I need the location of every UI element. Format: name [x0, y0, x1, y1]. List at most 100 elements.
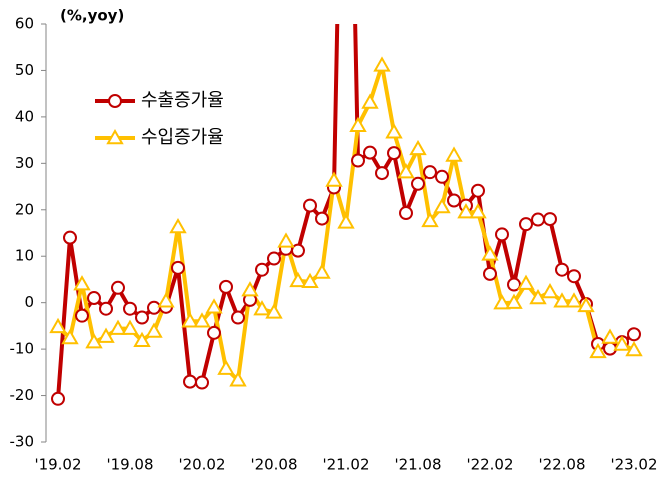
- data-point: [481, 245, 499, 261]
- x-tick-label: '20.08: [250, 456, 297, 474]
- data-point: [303, 198, 317, 213]
- data-point: [421, 211, 439, 228]
- data-point: [375, 166, 389, 181]
- data-point: [73, 275, 91, 291]
- x-tick-label: '21.08: [394, 456, 441, 474]
- y-tick-label: 10: [15, 247, 34, 265]
- data-point: [627, 327, 641, 342]
- data-point: [565, 292, 583, 308]
- data-point: [231, 310, 245, 325]
- data-point: [433, 197, 451, 214]
- data-point: [219, 279, 233, 294]
- data-point: [411, 176, 425, 191]
- x-tick-label: '22.08: [538, 456, 585, 474]
- data-point: [183, 374, 197, 389]
- data-point: [457, 203, 475, 219]
- x-tick-label: '21.02: [322, 456, 369, 474]
- data-point: [577, 296, 595, 313]
- data-point: [49, 317, 67, 334]
- data-point: [87, 291, 101, 306]
- data-point: [181, 312, 199, 328]
- data-point: [613, 335, 631, 351]
- data-point: [195, 375, 209, 390]
- data-point: [409, 139, 427, 156]
- data-point: [471, 183, 485, 198]
- x-tick-label: '20.02: [178, 456, 225, 474]
- data-point: [313, 263, 331, 279]
- data-point: [363, 145, 377, 160]
- data-point: [505, 293, 523, 309]
- y-tick-label: 40: [15, 107, 34, 125]
- data-point: [171, 260, 185, 275]
- data-point: [277, 232, 295, 248]
- data-point: [589, 342, 607, 359]
- data-point: [267, 251, 281, 266]
- data-point: [387, 146, 401, 161]
- data-point: [555, 262, 569, 277]
- data-point: [483, 266, 497, 281]
- marker: [108, 94, 122, 108]
- y-tick-label: -20: [10, 386, 35, 404]
- data-point: [399, 206, 413, 221]
- data-point: [529, 289, 547, 305]
- data-point: [135, 310, 149, 325]
- data-point: [241, 281, 259, 297]
- data-point: [541, 282, 559, 299]
- data-point: [207, 325, 221, 340]
- data-point: [493, 294, 511, 310]
- data-point: [301, 272, 319, 289]
- data-point: [553, 292, 571, 308]
- data-point: [601, 328, 619, 344]
- data-point: [169, 217, 187, 234]
- data-point: [361, 93, 379, 109]
- data-point: [495, 227, 509, 242]
- data-point: [265, 303, 283, 319]
- data-point: [51, 391, 65, 406]
- data-point: [121, 319, 139, 335]
- data-point: [351, 153, 365, 168]
- data-point: [205, 298, 223, 314]
- data-point: [193, 312, 211, 328]
- y-tick-label: 0: [24, 293, 34, 311]
- data-point: [385, 123, 403, 139]
- data-point: [63, 230, 77, 245]
- data-point: [531, 212, 545, 227]
- data-point: [229, 371, 247, 387]
- plot: [49, 24, 643, 406]
- data-point: [435, 169, 449, 184]
- data-point: [337, 213, 355, 229]
- data-point: [145, 322, 163, 338]
- data-point: [111, 280, 125, 295]
- data-point: [517, 274, 535, 290]
- data-point: [519, 217, 533, 232]
- data-point: [349, 116, 367, 132]
- x-tick-label: '22.02: [466, 456, 513, 474]
- y-tick-label: -10: [10, 340, 35, 358]
- data-point: [447, 193, 461, 208]
- data-point: [253, 300, 271, 316]
- legend-label: 수입증가율: [141, 127, 224, 148]
- data-point: [99, 301, 113, 316]
- data-point: [445, 146, 463, 162]
- data-point: [123, 301, 137, 316]
- data-point: [469, 203, 487, 219]
- data-point: [543, 212, 557, 227]
- data-point: [325, 171, 343, 187]
- data-point: [373, 56, 391, 72]
- x-tick-label: '19.02: [34, 456, 81, 474]
- y-tick-label: 30: [15, 154, 34, 172]
- data-point: [97, 327, 115, 343]
- data-point: [397, 163, 415, 179]
- annotation: (%,yoy): [60, 7, 124, 25]
- x-tick-label: '19.08: [106, 456, 153, 474]
- data-point: [109, 319, 127, 335]
- data-point: [291, 243, 305, 258]
- data-point: [507, 277, 521, 292]
- data-point: [567, 269, 581, 284]
- data-point: [133, 331, 151, 348]
- y-tick-label: 20: [15, 200, 34, 218]
- data-point: [423, 165, 437, 180]
- data-point: [603, 341, 617, 356]
- marker: [106, 128, 124, 145]
- data-point: [147, 300, 161, 315]
